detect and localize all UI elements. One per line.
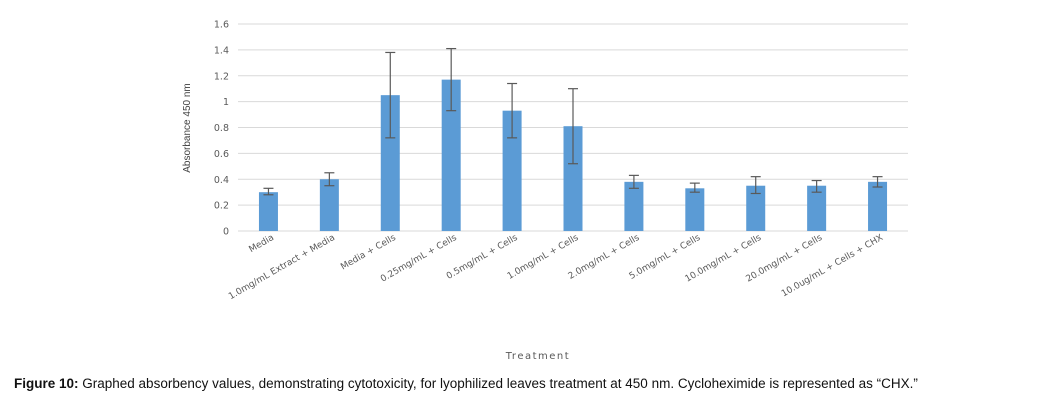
- x-tick-label: 10.0ug/mL + Cells + CHX: [780, 233, 885, 299]
- x-tick-label: 1.0mg/mL Extract + Media: [227, 233, 337, 302]
- x-axis-title: Treatment: [505, 351, 570, 362]
- bar: [441, 79, 461, 231]
- error-bars: [263, 47, 883, 196]
- y-tick-label: 0.6: [214, 149, 229, 160]
- y-tick-label: 1.4: [214, 45, 229, 56]
- bars: [258, 79, 888, 231]
- y-tick-label: 0.2: [214, 201, 229, 212]
- bar: [868, 181, 888, 231]
- y-tick-label: 0: [223, 227, 229, 238]
- bar: [685, 188, 705, 231]
- bar: [624, 181, 644, 231]
- y-tick-label: 1.2: [214, 71, 229, 82]
- y-tick-label: 1.6: [214, 20, 229, 31]
- bar: [258, 192, 278, 231]
- caption-text: Graphed absorbency values, demonstrating…: [78, 376, 918, 391]
- bar: [502, 110, 522, 231]
- x-tick-label: Media + Cells: [339, 233, 398, 273]
- y-tick-label: 1: [223, 97, 229, 108]
- figure-caption: Figure 10: Graphed absorbency values, de…: [14, 376, 1039, 391]
- bar: [319, 179, 339, 231]
- y-tick-label: 0.4: [214, 175, 229, 186]
- bar: [807, 185, 827, 231]
- bar: [746, 185, 766, 231]
- x-tick-label: Media: [248, 233, 276, 255]
- y-tick-labels: 0 0.2 0.4 0.6 0.8 1 1.2 1.4 1.6: [214, 20, 229, 238]
- y-tick-label: 0.8: [214, 123, 229, 134]
- y-axis-title: Absorbance 450 nm: [182, 83, 193, 173]
- bar: [563, 126, 583, 231]
- figure-label: Figure 10:: [14, 376, 79, 391]
- bar: [380, 95, 400, 231]
